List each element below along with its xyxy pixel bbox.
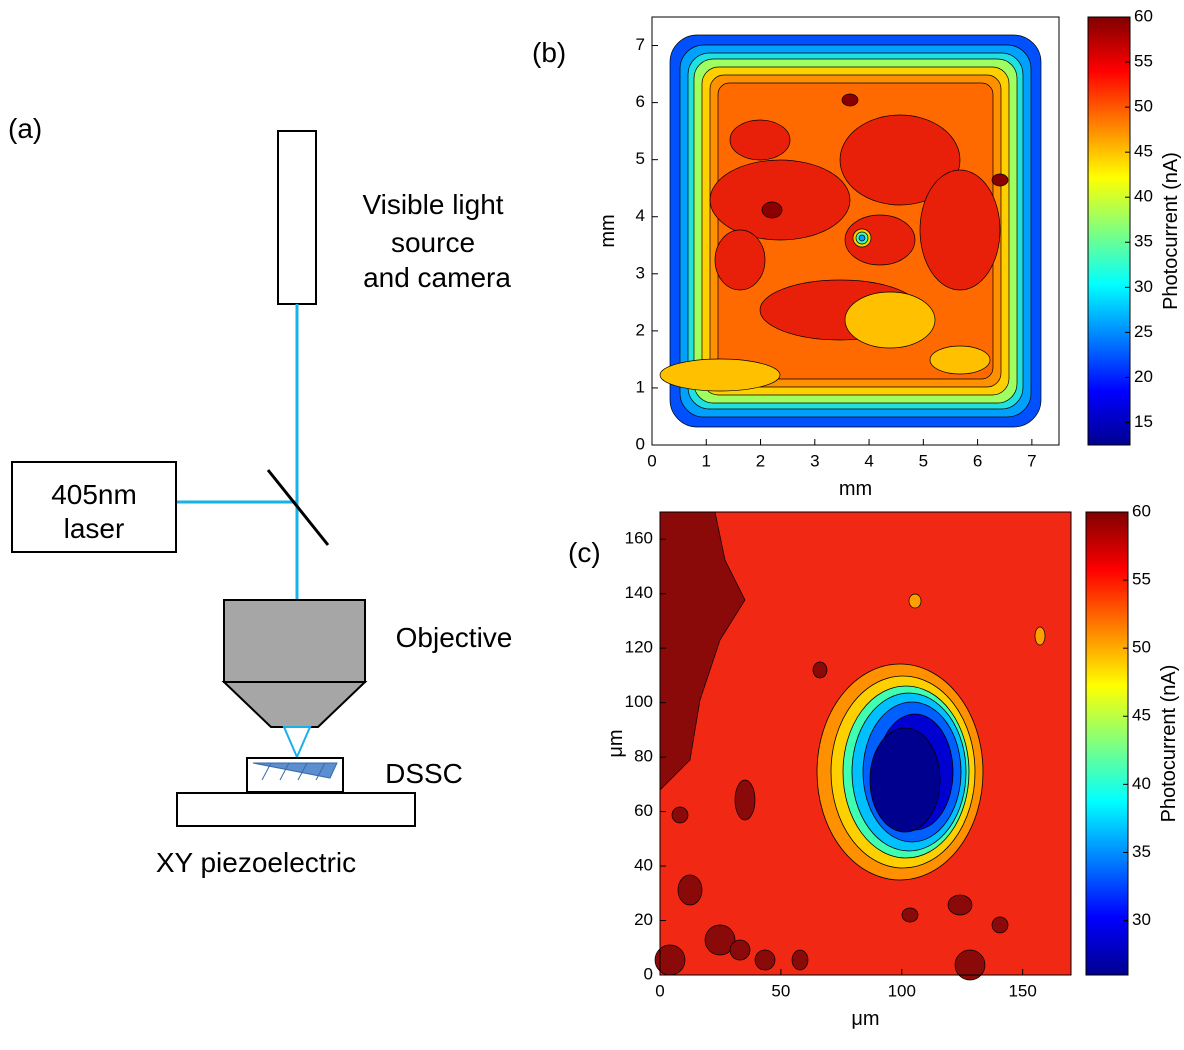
y-tick-label: 140 [625,583,653,602]
stage [177,793,415,826]
focus [284,727,310,757]
objective-label: Objective [396,622,513,653]
contour-band [762,202,782,218]
y-axis-label: mm [597,214,619,247]
y-tick-label: 0 [636,434,645,453]
contour-band [660,359,780,391]
x-tick-label: 3 [810,451,819,470]
x-tick-label: 0 [655,981,664,1000]
contour-band [992,174,1008,186]
x-tick-label: 1 [702,451,711,470]
colorbar-tick-label: 35 [1134,232,1153,251]
contour-band [909,594,921,608]
panel-label: (b) [532,37,566,68]
y-tick-label: 20 [634,910,653,929]
x-tick-label: 150 [1008,981,1036,1000]
colorbar-tick-label: 35 [1132,842,1151,861]
objective [224,600,365,682]
y-tick-label: 40 [634,856,653,875]
contour-band [672,807,688,823]
contour-band [870,728,940,832]
contour-band [845,292,935,348]
panel-label: (a) [8,113,42,144]
x-tick-label: 6 [973,451,982,470]
y-tick-label: 3 [636,263,645,282]
contour-band [948,895,972,915]
contour-band [902,908,918,922]
colorbar-tick-label: 30 [1134,277,1153,296]
y-tick-label: 160 [625,529,653,548]
objective-tip [224,682,365,727]
contour-band [730,940,750,960]
contour-band [920,170,1000,290]
x-axis-label: mm [839,478,872,500]
colorbar-tick-label: 25 [1134,322,1153,341]
figure: (a) Visible light source and camera 405n… [0,0,1184,1045]
camera-label: and camera [363,262,511,293]
colorbar-tick-label: 20 [1134,367,1153,386]
y-tick-label: 2 [636,320,645,339]
y-tick-label: 120 [625,638,653,657]
camera-label: Visible light [362,189,503,220]
contour-band [813,662,827,678]
contour-band [992,917,1008,933]
y-tick-label: 60 [634,801,653,820]
contour-band [792,950,808,970]
y-tick-label: 7 [636,35,645,54]
sample-label: DSSC [385,758,463,789]
colorbar-tick-label: 50 [1134,97,1153,116]
x-tick-label: 5 [919,451,928,470]
contour-band [859,235,865,241]
x-axis-label: μm [851,1008,879,1030]
colorbar [1088,17,1130,445]
contour-band [930,346,990,374]
contour-band [715,230,765,290]
laser-label: laser [64,513,125,544]
y-tick-label: 1 [636,377,645,396]
y-axis-label: μm [605,729,627,757]
x-tick-label: 7 [1027,451,1036,470]
contour-band [755,950,775,970]
x-tick-label: 100 [888,981,916,1000]
colorbar-tick-label: 60 [1134,6,1153,25]
contour-band [678,875,702,905]
contour-band [735,780,755,820]
x-tick-label: 2 [756,451,765,470]
contour-band [710,160,850,240]
x-tick-label: 50 [771,981,790,1000]
colorbar-tick-label: 15 [1134,412,1153,431]
y-tick-label: 4 [636,206,645,225]
y-tick-label: 6 [636,92,645,111]
contour-band [1035,627,1045,645]
colorbar-tick-label: 50 [1132,638,1151,657]
setup-diagram: (a) Visible light source and camera 405n… [8,113,512,878]
y-tick-label: 100 [625,692,653,711]
stage-label: XY piezoelectric [156,847,356,878]
contour-band [842,94,858,106]
y-tick-label: 80 [634,747,653,766]
x-tick-label: 4 [864,451,873,470]
colorbar [1086,512,1128,975]
colorbar-tick-label: 30 [1132,910,1151,929]
colorbar-tick-label: 55 [1132,570,1151,589]
colorbar-tick-label: 60 [1132,501,1151,520]
contour-band [730,120,790,160]
colorbar-label: Photocurrent (nA) [1158,665,1180,823]
colorbar-tick-label: 55 [1134,52,1153,71]
colorbar-tick-label: 45 [1132,706,1151,725]
laser-label: 405nm [51,479,137,510]
y-tick-label: 5 [636,149,645,168]
colorbar-tick-label: 45 [1134,142,1153,161]
y-tick-label: 0 [644,964,653,983]
panel-label: (c) [568,537,601,568]
colorbar-label: Photocurrent (nA) [1160,152,1182,310]
camera-label: source [391,227,475,258]
camera [278,131,316,304]
contour-plot: (c) 0 50 100 150 0 20 40 60 80 100 120 140 160 μm μm 30 3… [568,501,1180,1030]
x-tick-label: 0 [647,451,656,470]
colorbar-tick-label: 40 [1132,774,1151,793]
colorbar-tick-label: 40 [1134,187,1153,206]
